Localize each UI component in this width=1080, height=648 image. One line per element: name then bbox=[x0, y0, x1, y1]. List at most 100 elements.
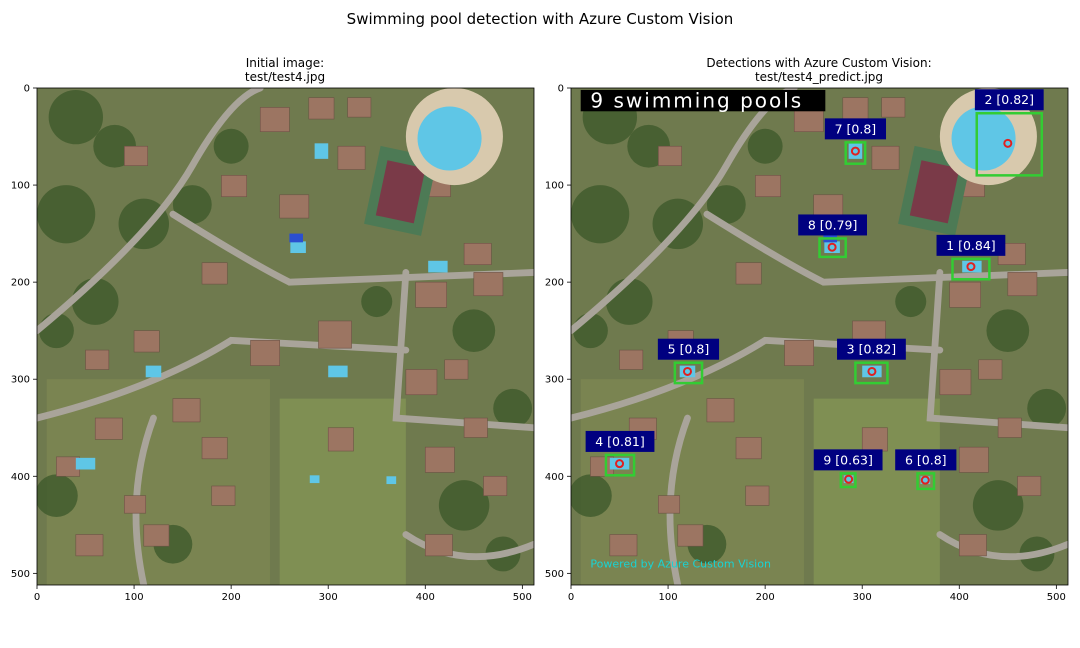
road bbox=[703, 210, 1068, 286]
right-panel-title: Detections with Azure Custom Vision: tes… bbox=[571, 56, 1067, 84]
detection-center-mark bbox=[966, 262, 976, 272]
house-roof bbox=[337, 145, 366, 170]
tree-cluster bbox=[972, 480, 1024, 531]
house-roof bbox=[619, 349, 644, 370]
house-roof bbox=[745, 485, 770, 506]
pool-water bbox=[824, 241, 840, 254]
house-roof bbox=[658, 145, 682, 166]
house-roof bbox=[978, 359, 1003, 380]
right-x-tick-label: 200 bbox=[756, 592, 775, 603]
detection-box bbox=[673, 361, 704, 385]
house-roof bbox=[124, 145, 148, 166]
detection-label-bg bbox=[585, 430, 655, 452]
house-roof bbox=[347, 97, 372, 118]
pool-water bbox=[920, 476, 931, 485]
house-roof bbox=[658, 495, 681, 514]
detection-label-bg bbox=[798, 214, 868, 236]
detection-box bbox=[604, 453, 636, 477]
tree-cluster bbox=[37, 185, 96, 244]
detection-count-banner: 9 swimming pools bbox=[590, 88, 803, 112]
tree-cluster bbox=[172, 185, 212, 224]
detection-label: 7 [0.8] bbox=[835, 121, 877, 136]
pool-water bbox=[309, 475, 320, 484]
detection-label: 3 [0.82] bbox=[847, 342, 897, 357]
house-roof bbox=[463, 243, 492, 265]
house-roof bbox=[259, 107, 290, 132]
right-y-tick-label: 300 bbox=[545, 375, 564, 386]
left-y-tick-label: 200 bbox=[11, 278, 30, 289]
detection-label-bg bbox=[657, 338, 720, 360]
tree-cluster bbox=[452, 309, 496, 353]
tree-cluster bbox=[706, 185, 746, 224]
house-roof bbox=[308, 97, 335, 120]
detection-box bbox=[975, 111, 1044, 177]
house-roof bbox=[201, 262, 228, 285]
right-y-tick-label: 100 bbox=[545, 181, 564, 192]
detection-box bbox=[844, 141, 867, 165]
tree-cluster bbox=[571, 185, 630, 244]
tree-cluster bbox=[1027, 388, 1067, 428]
grass-field bbox=[813, 398, 940, 585]
detection-center-mark bbox=[867, 366, 877, 376]
house-roof bbox=[405, 369, 438, 396]
left-panel-title-line2: test/test4.jpg bbox=[244, 70, 326, 84]
detection-label-bg bbox=[974, 89, 1044, 111]
house-roof bbox=[172, 398, 201, 423]
house-roof bbox=[483, 475, 508, 496]
left-x-tick-label: 100 bbox=[125, 592, 144, 603]
house-roof bbox=[706, 398, 735, 423]
left-x-tick-label: 0 bbox=[34, 592, 40, 603]
tree-cluster bbox=[605, 278, 653, 325]
tree-cluster bbox=[571, 474, 612, 518]
house-roof bbox=[424, 534, 453, 557]
pool-water bbox=[962, 260, 982, 273]
tree-cluster bbox=[986, 309, 1030, 353]
detection-box bbox=[818, 237, 847, 259]
house-roof bbox=[958, 534, 987, 557]
right-x-tick-label: 400 bbox=[950, 592, 969, 603]
left-panel-title-line1: Initial image: bbox=[245, 56, 325, 70]
house-roof bbox=[250, 340, 280, 366]
large-pool-water bbox=[417, 106, 482, 171]
road bbox=[169, 210, 534, 286]
detection-center-mark bbox=[920, 475, 930, 485]
right-y-tick-label: 0 bbox=[558, 84, 564, 95]
right-y-tick-label: 400 bbox=[545, 472, 564, 483]
left-x-tick-label: 500 bbox=[513, 592, 532, 603]
left-y-tick-label: 300 bbox=[11, 375, 30, 386]
detection-label: 1 [0.84] bbox=[946, 238, 996, 253]
pool-water bbox=[314, 143, 329, 159]
house-roof bbox=[609, 534, 638, 557]
detection-box bbox=[839, 472, 857, 489]
pool-water bbox=[75, 457, 96, 470]
pool-water bbox=[843, 475, 854, 484]
house-roof bbox=[75, 534, 104, 557]
left-x-tick-label: 300 bbox=[319, 592, 338, 603]
house-roof bbox=[444, 359, 469, 380]
road bbox=[936, 531, 1068, 561]
left-axes-frame bbox=[36, 87, 535, 586]
house-roof bbox=[755, 175, 781, 198]
detection-center-mark bbox=[1003, 138, 1013, 148]
detection-label-bg bbox=[824, 118, 887, 140]
detection-1: 1 [0.84] bbox=[936, 234, 1006, 281]
house-roof bbox=[861, 427, 888, 452]
house-roof bbox=[735, 437, 762, 460]
house-roof bbox=[735, 262, 762, 285]
left-y-tick-label: 500 bbox=[11, 569, 30, 580]
tree-cluster bbox=[361, 286, 393, 318]
left-y-tick-label: 100 bbox=[11, 181, 30, 192]
house-roof bbox=[793, 107, 824, 132]
road bbox=[392, 269, 534, 432]
road bbox=[402, 531, 534, 561]
tree-cluster bbox=[438, 480, 490, 531]
detection-label: 8 [0.79] bbox=[808, 217, 858, 232]
detection-center-mark bbox=[827, 242, 837, 252]
detection-9: 9 [0.63] bbox=[813, 449, 883, 489]
house-roof bbox=[677, 524, 704, 547]
house-roof bbox=[124, 495, 147, 514]
tree-cluster bbox=[48, 89, 104, 145]
house-roof bbox=[211, 485, 236, 506]
